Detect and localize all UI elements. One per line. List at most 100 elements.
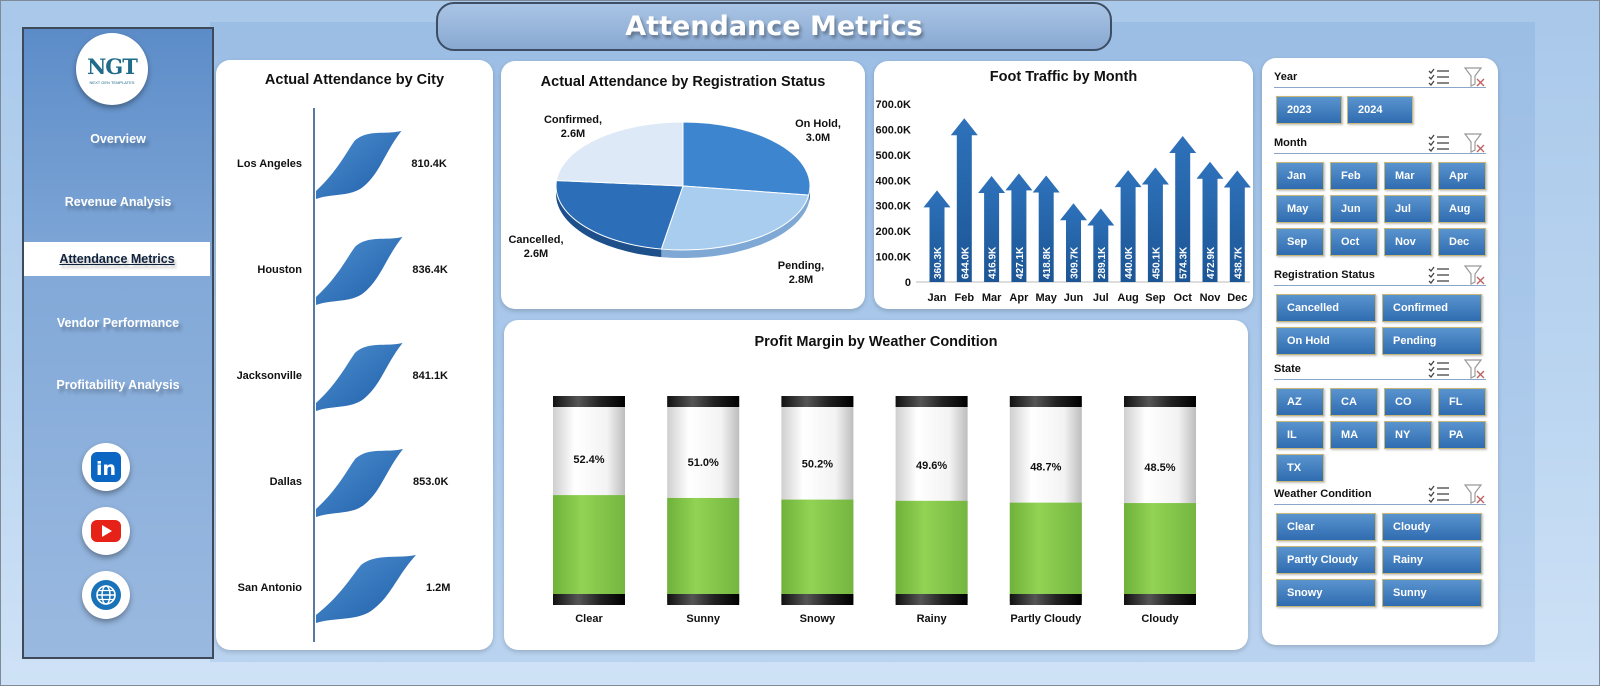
weather-cap-bottom: [667, 594, 740, 605]
city-tick-label: Dallas: [270, 476, 302, 488]
slicer-item-il[interactable]: IL: [1276, 421, 1324, 449]
traffic-y-tick: 0: [905, 277, 911, 289]
weather-cap-top: [895, 396, 968, 407]
weather-data-label: 52.4%: [573, 454, 604, 466]
slicer-item-az[interactable]: AZ: [1276, 388, 1324, 416]
weather-cap-top: [781, 396, 854, 407]
pie-slice: [682, 121, 811, 196]
nav-label: Profitability Analysis: [56, 378, 180, 392]
nav-attendance-metrics[interactable]: Attendance Metrics: [24, 242, 210, 276]
slicer-item-apr[interactable]: Apr: [1438, 162, 1486, 190]
clear-filter-icon[interactable]: [1464, 132, 1486, 153]
slicer-item-nov[interactable]: Nov: [1384, 228, 1432, 256]
nav-label: Revenue Analysis: [64, 195, 172, 209]
slicer-item-ma[interactable]: MA: [1330, 421, 1378, 449]
slicer-item-on-hold[interactable]: On Hold: [1276, 327, 1376, 355]
traffic-x-tick: Apr: [1009, 292, 1029, 304]
clear-filter-icon[interactable]: [1464, 264, 1486, 285]
multi-select-icon[interactable]: [1428, 485, 1450, 503]
slicer-item-snowy[interactable]: Snowy: [1276, 579, 1376, 607]
traffic-data-label: 440.0K: [1124, 246, 1135, 279]
traffic-data-label: 289.1K: [1097, 246, 1108, 279]
weather-x-tick: Cloudy: [1141, 613, 1179, 625]
pie-slice: [660, 185, 810, 251]
nav-overview[interactable]: Overview: [24, 123, 212, 155]
pie-data-label: 2.8M: [789, 274, 813, 286]
multi-select-icon[interactable]: [1428, 68, 1450, 86]
nav-vendor-performance[interactable]: Vendor Performance: [24, 307, 212, 339]
pie-data-label: Cancelled,: [508, 234, 563, 246]
slicer-item-jun[interactable]: Jun: [1330, 195, 1378, 223]
traffic-x-tick: Jun: [1064, 292, 1084, 304]
youtube-button[interactable]: [82, 507, 130, 555]
traffic-x-tick: May: [1035, 292, 1057, 304]
slicer-item-clear[interactable]: Clear: [1276, 513, 1376, 541]
slicer-item-fl[interactable]: FL: [1438, 388, 1486, 416]
slicer-item-sunny[interactable]: Sunny: [1382, 579, 1482, 607]
slicer-item-co[interactable]: CO: [1384, 388, 1432, 416]
slicer-item-cancelled[interactable]: Cancelled: [1276, 294, 1376, 322]
clear-filter-icon[interactable]: [1464, 66, 1486, 87]
status-pie-chart: On Hold, 3.0M Pending, 2.8M Cancelled, 2.6M Co…: [508, 114, 841, 286]
slicer-tools: [1428, 66, 1486, 87]
slicer-item-2024[interactable]: 2024: [1347, 96, 1413, 124]
slicer-item-cloudy[interactable]: Cloudy: [1382, 513, 1482, 541]
slicer-item-ca[interactable]: CA: [1330, 388, 1378, 416]
weather-bar: [781, 499, 854, 602]
slicer-item-jul[interactable]: Jul: [1384, 195, 1432, 223]
city-tick-label: Houston: [257, 264, 302, 276]
slicer-item-rainy[interactable]: Rainy: [1382, 546, 1482, 574]
slicer-item-feb[interactable]: Feb: [1330, 162, 1378, 190]
multi-select-icon[interactable]: [1428, 360, 1450, 378]
slicer-panel: Year 2023 2024 Month Jan Feb Mar Apr May Ju: [1262, 58, 1498, 645]
slicer-item-pending[interactable]: Pending: [1382, 327, 1482, 355]
pie-slice: [555, 121, 684, 187]
slicer-item-tx[interactable]: TX: [1276, 454, 1324, 482]
slicer-item-2023[interactable]: 2023: [1276, 96, 1342, 124]
slicer-item-aug[interactable]: Aug: [1438, 195, 1486, 223]
traffic-chart-title: Foot Traffic by Month: [989, 69, 1138, 85]
traffic-bar: [1087, 208, 1115, 282]
traffic-y-tick: 700.0K: [876, 99, 912, 111]
traffic-data-label: 644.0K: [960, 246, 971, 279]
slicer-item-oct[interactable]: Oct: [1330, 228, 1378, 256]
clear-filter-icon[interactable]: [1464, 483, 1486, 504]
traffic-data-label: 416.9K: [988, 246, 999, 279]
slicer-item-dec[interactable]: Dec: [1438, 228, 1486, 256]
nav-profitability-analysis[interactable]: Profitability Analysis: [24, 369, 212, 401]
page-title-bar: Attendance Metrics: [436, 2, 1112, 51]
traffic-x-tick: Nov: [1200, 292, 1222, 304]
weather-chart: 52.4% Clear 51.0% Sunny 50.2% Snowy 49.6% Rainy…: [553, 396, 1196, 625]
slicer-item-sep[interactable]: Sep: [1276, 228, 1324, 256]
slicer-tools: [1428, 132, 1486, 153]
nav-revenue-analysis[interactable]: Revenue Analysis: [24, 186, 212, 218]
slicer-item-confirmed[interactable]: Confirmed: [1382, 294, 1482, 322]
clear-filter-icon[interactable]: [1464, 358, 1486, 379]
multi-select-icon[interactable]: [1428, 266, 1450, 284]
traffic-y-tick: 400.0K: [876, 175, 912, 187]
weather-cap-bottom: [781, 594, 854, 605]
weather-bar: [1009, 502, 1082, 602]
multi-select-icon[interactable]: [1428, 134, 1450, 152]
traffic-x-tick: Oct: [1174, 292, 1193, 304]
pie-slice-side: [556, 180, 662, 258]
slicer-header-registration-status: Registration Status: [1274, 264, 1486, 286]
city-chart: Los Angeles 810.4K Houston 836.4K Jacksonvil…: [237, 108, 450, 642]
website-button[interactable]: [82, 571, 130, 619]
traffic-x-tick: Mar: [982, 292, 1002, 304]
linkedin-button[interactable]: in: [82, 443, 130, 491]
pie-data-label: 2.6M: [561, 128, 585, 140]
slicer-item-partly-cloudy[interactable]: Partly Cloudy: [1276, 546, 1376, 574]
traffic-bar: [1005, 173, 1033, 282]
slicer-item-pa[interactable]: PA: [1438, 421, 1486, 449]
weather-chart-title: Profit Margin by Weather Condition: [754, 334, 998, 350]
status-chart-title: Actual Attendance by Registration Status: [540, 74, 826, 90]
pie-data-label: On Hold,: [795, 118, 841, 130]
slicer-item-ny[interactable]: NY: [1384, 421, 1432, 449]
slicer-item-mar[interactable]: Mar: [1384, 162, 1432, 190]
city-bar: [316, 449, 403, 517]
weather-x-tick: Rainy: [917, 613, 948, 625]
city-tick-label: Los Angeles: [237, 158, 302, 170]
slicer-item-jan[interactable]: Jan: [1276, 162, 1324, 190]
slicer-item-may[interactable]: May: [1276, 195, 1324, 223]
